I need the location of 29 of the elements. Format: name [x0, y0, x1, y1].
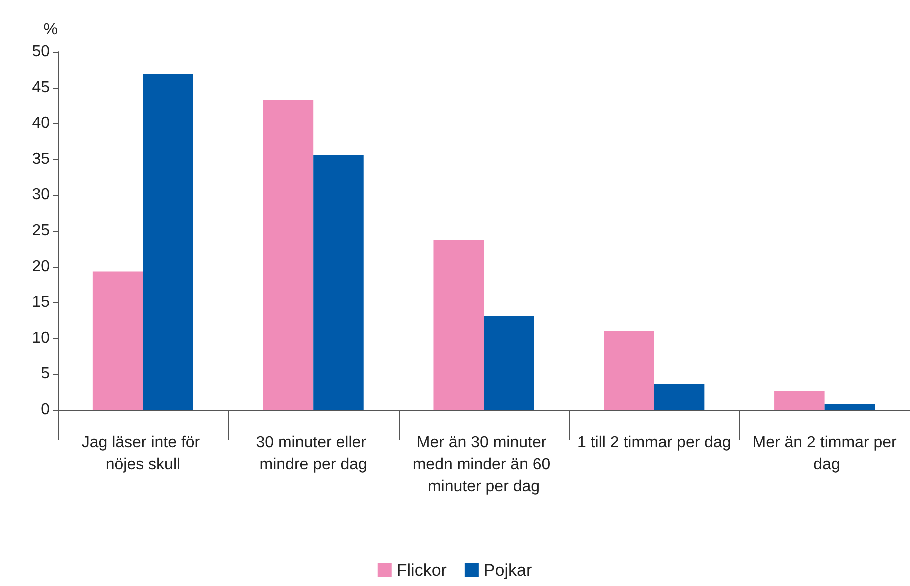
y-tick-label: 45 — [32, 79, 50, 96]
bar — [484, 316, 534, 410]
y-tick-label: 30 — [32, 186, 50, 204]
x-tick-label: Mer än 30 minuter medn minder än 60 minuter per dag — [412, 434, 556, 496]
bar — [774, 391, 825, 410]
x-tick-label: Jag läser inte för nöjes skull — [82, 434, 205, 474]
y-tick-label: 5 — [41, 366, 50, 383]
y-tick-label: 15 — [32, 294, 50, 312]
legend-label: Flickor — [396, 561, 448, 580]
y-tick-label: 25 — [32, 222, 50, 240]
bar — [314, 155, 364, 410]
bar — [824, 404, 876, 410]
y-tick-label: 35 — [32, 150, 50, 168]
bar — [92, 272, 144, 410]
legend-label: Pojkar — [484, 561, 532, 580]
y-tick-label: 20 — [32, 258, 50, 276]
y-tick-label: 40 — [32, 115, 50, 132]
bar — [654, 384, 705, 410]
x-tick-label: Mer än 2 timmar per dag — [752, 434, 898, 474]
bar — [263, 100, 314, 410]
x-tick-label: 1 till 2 timmar per dag — [577, 434, 732, 452]
x-tick-label: 30 minuter eller mindre per dag — [256, 434, 371, 474]
bar — [434, 240, 484, 410]
bar — [604, 331, 654, 410]
y-tick-label: 50 — [32, 44, 50, 60]
y-tick-label: 0 — [41, 402, 50, 418]
y-tick-label: 10 — [32, 330, 50, 347]
y-axis-title: % — [44, 22, 58, 38]
bar — [143, 74, 194, 410]
